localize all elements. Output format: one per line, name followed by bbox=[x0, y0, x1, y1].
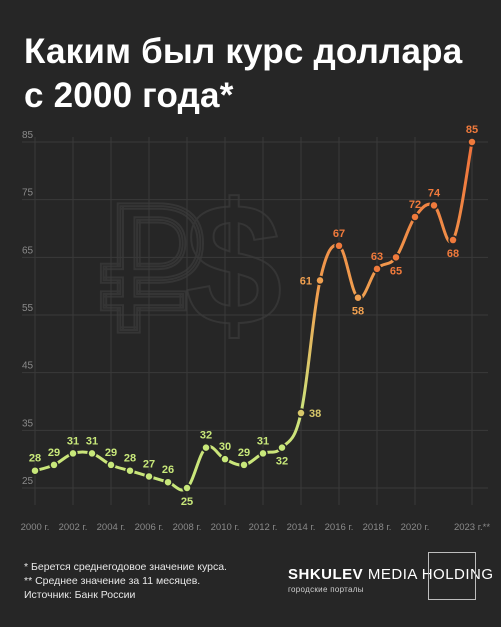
data-points bbox=[30, 137, 477, 493]
data-label: 32 bbox=[200, 430, 212, 442]
data-label: 29 bbox=[238, 447, 250, 459]
footnote-1: * Берется среднегодовое значение курса. bbox=[24, 561, 227, 573]
brand-subtitle: городские порталы bbox=[288, 585, 364, 594]
x-tick-label: 2006 г. bbox=[135, 522, 164, 533]
data-point bbox=[448, 235, 458, 245]
data-point bbox=[182, 483, 192, 493]
data-point bbox=[258, 448, 268, 459]
footnotes: * Берется среднегодовое значение курса. … bbox=[24, 560, 227, 602]
y-tick-label: 55 bbox=[22, 303, 34, 314]
data-point bbox=[68, 448, 78, 459]
x-tick-label: 2008 г. bbox=[173, 522, 202, 533]
brand-logo: SHKULEV MEDIA HOLDING городские порталы bbox=[288, 566, 493, 594]
ruble-watermark-icon: ₽ bbox=[98, 177, 206, 367]
data-point bbox=[410, 212, 420, 222]
data-point bbox=[467, 137, 477, 147]
title-line-2: с 2000 года* bbox=[24, 76, 234, 115]
brand-logo-box-icon bbox=[428, 552, 476, 600]
data-point bbox=[372, 264, 382, 274]
x-tick-label: 2023 г.** bbox=[454, 522, 490, 533]
data-point bbox=[315, 275, 325, 286]
data-label: 63 bbox=[371, 251, 383, 263]
x-tick-label: 2018 г. bbox=[363, 522, 392, 533]
y-tick-label: 65 bbox=[22, 245, 34, 256]
data-label: 31 bbox=[86, 435, 98, 447]
data-label: 28 bbox=[29, 453, 41, 465]
x-tick-label: 2020 г. bbox=[401, 522, 430, 533]
data-label: 58 bbox=[352, 306, 364, 318]
data-label: 31 bbox=[257, 435, 269, 447]
data-point bbox=[353, 292, 363, 303]
x-tick-label: 2000 г. bbox=[21, 522, 50, 533]
data-label: 85 bbox=[466, 124, 478, 136]
data-label: 29 bbox=[105, 447, 117, 459]
data-label: 30 bbox=[219, 441, 231, 453]
data-label: 31 bbox=[67, 435, 79, 447]
data-point bbox=[334, 241, 344, 251]
x-tick-label: 2010 г. bbox=[211, 522, 240, 533]
data-label: 28 bbox=[124, 453, 136, 465]
x-tick-label: 2012 г. bbox=[249, 522, 278, 533]
brand-name-bold: SHKULEV bbox=[288, 566, 364, 583]
data-label: 61 bbox=[300, 275, 312, 287]
x-axis: 2000 г. 2002 г. 2004 г. 2006 г. 2008 г. 2010 … bbox=[21, 522, 491, 533]
data-label: 38 bbox=[309, 408, 321, 420]
footnote-2: ** Среднее значение за 11 месяцев. bbox=[24, 575, 201, 587]
x-tick-label: 2004 г. bbox=[97, 522, 126, 533]
data-point bbox=[277, 442, 287, 453]
data-label: 26 bbox=[162, 464, 174, 476]
x-tick-label: 2016 г. bbox=[325, 522, 354, 533]
y-tick-label: 75 bbox=[22, 188, 34, 199]
data-point bbox=[125, 465, 135, 476]
data-point bbox=[144, 471, 154, 482]
data-label: 65 bbox=[390, 265, 402, 277]
data-label: 29 bbox=[48, 447, 60, 459]
data-point bbox=[106, 460, 116, 470]
data-point bbox=[201, 442, 211, 453]
data-point bbox=[391, 252, 401, 263]
y-tick-label: 35 bbox=[22, 418, 34, 429]
data-label: 27 bbox=[143, 458, 155, 470]
data-labels: 28 29 31 31 29 28 27 26 25 32 30 29 31 32 38 61 67 58 63 65… bbox=[29, 124, 478, 508]
data-label: 72 bbox=[409, 199, 421, 211]
data-point bbox=[429, 200, 439, 211]
source-note: Источник: Банк России bbox=[24, 589, 136, 601]
ruble-dollar-watermark-icon: ₽$ bbox=[97, 167, 283, 368]
dollar-watermark-icon: $ bbox=[185, 168, 282, 363]
chart-title: Каким был курс доллара с 2000 года* bbox=[24, 30, 484, 118]
data-point bbox=[220, 454, 230, 464]
x-tick-label: 2002 г. bbox=[59, 522, 88, 533]
data-point bbox=[239, 460, 249, 470]
data-label: 68 bbox=[447, 248, 459, 260]
data-label: 25 bbox=[181, 496, 193, 508]
y-axis: 25 35 45 55 65 75 85 bbox=[22, 130, 34, 487]
brand-name: SHKULEV MEDIA HOLDING bbox=[288, 566, 493, 583]
data-point bbox=[163, 477, 173, 487]
title-line-1: Каким был курс доллара bbox=[24, 32, 463, 71]
y-tick-label: 25 bbox=[22, 476, 34, 487]
data-point bbox=[49, 460, 59, 470]
grid bbox=[22, 137, 488, 505]
brand-name-rest: MEDIA HOLDING bbox=[363, 566, 494, 583]
y-tick-label: 85 bbox=[22, 130, 34, 141]
data-label: 74 bbox=[428, 187, 441, 199]
data-label: 32 bbox=[276, 456, 288, 468]
y-tick-label: 45 bbox=[22, 361, 34, 372]
data-label: 67 bbox=[333, 228, 345, 240]
x-tick-label: 2014 г. bbox=[287, 522, 316, 533]
data-point bbox=[30, 465, 40, 476]
data-point bbox=[296, 408, 306, 418]
data-point bbox=[87, 448, 97, 459]
